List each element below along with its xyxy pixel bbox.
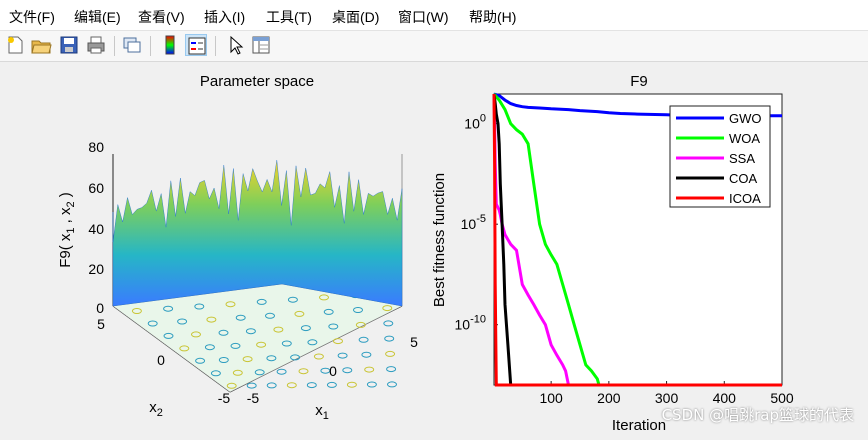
colorbar-icon[interactable] (159, 34, 181, 56)
z-tick: 0 (96, 300, 104, 316)
series-line-woa (492, 93, 782, 387)
x-tick-label: 200 (597, 390, 621, 406)
x1-tick: -5 (247, 390, 260, 406)
legend-label: WOA (729, 131, 760, 146)
save-icon[interactable] (58, 34, 80, 56)
z-axis-label: F9( x1 , x2 ) (57, 192, 77, 268)
z-axis: 0 20 40 60 80 F9( x1 , x2 ) (57, 139, 104, 316)
menu-edit[interactable]: 编辑(E) (74, 9, 121, 25)
menu-window[interactable]: 窗口(W) (398, 9, 449, 25)
x1-axis-label: x1 (315, 402, 329, 422)
x1-tick: 0 (329, 363, 337, 379)
legend-label: ICOA (729, 191, 761, 206)
menu-view[interactable]: 查看(V) (138, 9, 185, 25)
new-figure-icon[interactable] (4, 34, 26, 56)
x-axis-label: Iteration (612, 417, 666, 434)
x1-tick: 5 (410, 334, 418, 350)
x-tick-label: 500 (770, 390, 794, 406)
print-icon[interactable] (85, 34, 107, 56)
y-tick-label: 10-10 (455, 314, 486, 333)
menu-tools[interactable]: 工具(T) (266, 9, 312, 25)
surface-title: Parameter space (200, 73, 314, 90)
menu-bar: 文件(F) 编辑(E) 查看(V) 插入(I) 工具(T) 桌面(D) 窗口(W… (0, 0, 868, 31)
x-tick-label: 300 (655, 390, 679, 406)
menu-help[interactable]: 帮助(H) (469, 9, 517, 25)
pointer-icon[interactable] (224, 34, 246, 56)
figure-canvas: Parameter space 0 20 40 60 80 F9( x1 , x… (57, 73, 794, 434)
x1-axis: -5 0 5 x1 (247, 334, 418, 422)
toolbar (0, 31, 868, 62)
z-tick: 20 (88, 261, 104, 277)
z-tick: 40 (88, 221, 104, 237)
surface-plot: Parameter space 0 20 40 60 80 F9( x1 , x… (57, 73, 418, 422)
y-ticks: 100 10-5 10-10 (455, 113, 498, 333)
legend-icon[interactable] (185, 34, 207, 56)
watermark: CSDN @唱跳rap篮球的代表 (661, 406, 854, 424)
z-tick: 60 (88, 180, 104, 196)
z-tick: 80 (88, 139, 104, 155)
series-line-icoa (492, 93, 782, 387)
property-inspector-icon[interactable] (250, 34, 272, 56)
series-line-coa (492, 93, 782, 387)
x-tick-label: 400 (713, 390, 737, 406)
x2-tick: -5 (218, 390, 231, 406)
x2-tick: 0 (157, 352, 165, 368)
y-axis-label: Best fitness function (431, 173, 448, 307)
open-file-icon[interactable] (30, 34, 52, 56)
x2-axis: 5 0 -5 x2 (97, 316, 230, 419)
menu-desktop[interactable]: 桌面(D) (332, 9, 380, 25)
legend: GWO WOA SSA COA ICOA (669, 105, 771, 208)
figure-area: Parameter space 0 20 40 60 80 F9( x1 , x… (0, 62, 868, 435)
link-plot-icon[interactable] (121, 34, 143, 56)
legend-label: GWO (729, 111, 762, 126)
x2-axis-label: x2 (149, 399, 163, 419)
convergence-chart: F9 100 200 300 400 500 100 10-5 10-10 Iteratio… (431, 73, 794, 434)
contour-rings (131, 289, 397, 389)
x2-tick: 5 (97, 316, 105, 332)
surface-mesh (112, 160, 403, 307)
chart-title: F9 (630, 73, 648, 90)
legend-label: COA (729, 171, 758, 186)
y-tick-label: 100 (464, 113, 486, 132)
x-tick-label: 100 (539, 390, 563, 406)
menu-file[interactable]: 文件(F) (9, 9, 55, 25)
series-line-ssa (492, 93, 782, 387)
legend-label: SSA (729, 151, 755, 166)
menu-insert[interactable]: 插入(I) (204, 9, 246, 25)
y-tick-label: 10-5 (461, 213, 486, 232)
